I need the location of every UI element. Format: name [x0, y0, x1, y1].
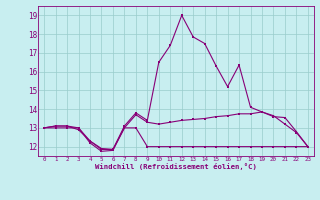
X-axis label: Windchill (Refroidissement éolien,°C): Windchill (Refroidissement éolien,°C) [95, 163, 257, 170]
